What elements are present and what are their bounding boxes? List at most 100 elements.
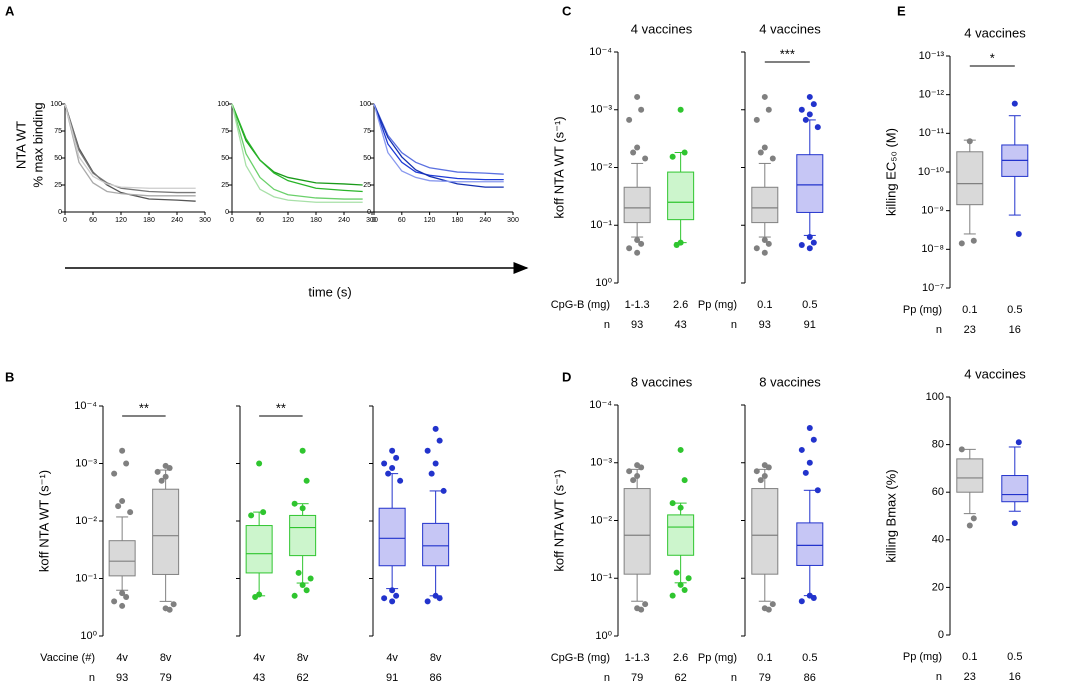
outlier — [761, 144, 768, 151]
outlier — [685, 575, 692, 582]
n-label: 93 — [759, 319, 771, 331]
n-label: 23 — [964, 324, 976, 336]
row-label: Pp (mg) — [903, 304, 942, 316]
n-label: 79 — [631, 672, 643, 684]
outlier — [291, 500, 298, 507]
outlier — [681, 477, 688, 484]
y-tick-label: 10⁻¹ — [75, 572, 97, 584]
category-label: 0.5 — [802, 299, 817, 311]
outlier — [673, 569, 680, 576]
category-label: 0.1 — [757, 299, 772, 311]
box — [422, 522, 450, 567]
x-tick-label: 120 — [115, 217, 127, 224]
outlier — [769, 155, 776, 162]
y-tick-label: 50 — [221, 155, 229, 162]
outlier — [626, 245, 633, 252]
outlier — [436, 595, 443, 602]
y-tick-label: 75 — [54, 128, 62, 135]
y-tick-label: 10⁻⁸ — [921, 243, 944, 255]
outlier — [1015, 439, 1022, 446]
curve — [373, 103, 504, 188]
box — [623, 186, 651, 224]
outlier — [798, 242, 805, 249]
category-label: 0.1 — [962, 304, 977, 316]
panel-label: A — [5, 3, 15, 18]
outlier — [677, 581, 684, 588]
y-tick-label: 10⁰ — [595, 277, 612, 289]
row-label: n — [604, 672, 610, 684]
y-tick-label: 0 — [938, 629, 944, 641]
outlier — [299, 505, 306, 512]
category-label: 0.5 — [1007, 651, 1022, 663]
row-label: CpG-B (mg) — [551, 299, 610, 311]
chart-title: 4 vaccines — [964, 366, 1026, 381]
outlier — [1015, 230, 1022, 237]
y-tick-label: 10⁻¹³ — [919, 50, 945, 62]
category-label: 2.6 — [673, 652, 688, 664]
outlier — [295, 569, 302, 576]
y-tick-label: 10⁻² — [75, 515, 97, 527]
outlier — [761, 249, 768, 256]
box — [956, 458, 984, 493]
y-tick-label: 100 — [217, 101, 229, 108]
outlier — [440, 487, 447, 494]
box — [378, 507, 406, 567]
outlier — [810, 595, 817, 602]
panel-label: B — [5, 369, 14, 384]
outlier — [806, 459, 813, 466]
outlier — [424, 447, 431, 454]
outlier — [765, 106, 772, 113]
outlier — [111, 598, 118, 605]
outlier — [432, 425, 439, 432]
outlier — [761, 473, 768, 480]
outlier — [119, 602, 126, 609]
y-tick-label: 25 — [54, 182, 62, 189]
y-tick-label: 0 — [58, 209, 62, 216]
x-tick-label: 240 — [338, 217, 350, 224]
x-tick-label: 300 — [366, 217, 378, 224]
outlier — [303, 587, 310, 594]
outlier — [810, 436, 817, 443]
box — [152, 488, 180, 575]
n-label: 93 — [116, 672, 128, 684]
outlier — [814, 124, 821, 131]
time-label: time (s) — [308, 284, 351, 299]
outlier — [626, 468, 633, 475]
y-tick-label: 0 — [367, 209, 371, 216]
outlier — [123, 594, 130, 601]
category-label: 4v — [116, 652, 128, 664]
curve — [64, 103, 196, 197]
curve — [231, 103, 363, 186]
outlier — [802, 116, 809, 123]
outlier — [677, 504, 684, 511]
significance-label: *** — [780, 46, 795, 61]
outlier — [389, 447, 396, 454]
outlier — [389, 598, 396, 605]
outlier — [757, 477, 764, 484]
n-label: 93 — [631, 319, 643, 331]
n-label: 62 — [297, 672, 309, 684]
category-label: 0.5 — [802, 652, 817, 664]
category-label: 0.1 — [757, 652, 772, 664]
outlier — [669, 592, 676, 599]
x-tick-label: 240 — [479, 217, 491, 224]
outlier — [626, 116, 633, 123]
row-label: n — [731, 319, 737, 331]
outlier — [966, 138, 973, 145]
outlier — [806, 245, 813, 252]
y-tick-label: 10⁰ — [595, 630, 612, 642]
outlier — [634, 93, 641, 100]
outlier — [765, 240, 772, 247]
chart-title: 8 vaccines — [631, 374, 693, 389]
category-label: 1-1.3 — [625, 652, 650, 664]
row-label: n — [936, 324, 942, 336]
outlier — [397, 477, 404, 484]
y-tick-label: 10⁻⁴ — [74, 400, 97, 412]
outlier — [123, 460, 130, 467]
outlier — [299, 582, 306, 589]
x-tick-label: 180 — [310, 217, 322, 224]
row-label: Pp (mg) — [903, 651, 942, 663]
outlier — [119, 447, 126, 454]
outlier — [389, 465, 396, 472]
category-label: 2.6 — [673, 299, 688, 311]
